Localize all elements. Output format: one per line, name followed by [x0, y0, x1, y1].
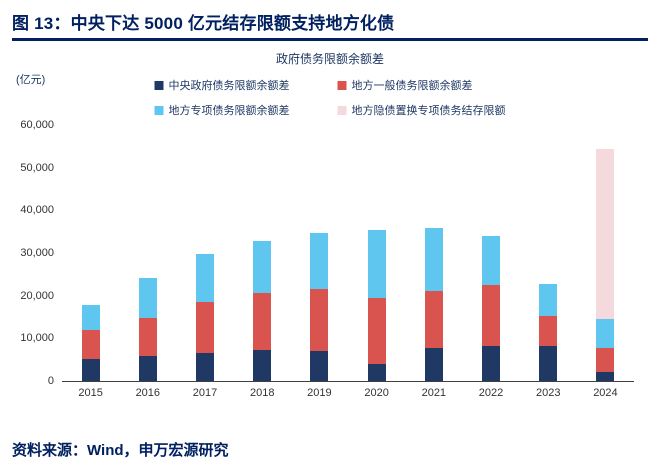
legend-label: 地方隐债置换专项债务结存限额: [351, 105, 506, 117]
bar-stack: [367, 125, 386, 381]
bar-segment: [424, 347, 443, 381]
x-tick-label: 2023: [535, 387, 561, 399]
legend-item: 地方隐债置换专项债务结存限额: [337, 102, 506, 118]
legend-swatch-icon: [337, 105, 347, 115]
bar-segment: [596, 347, 615, 373]
y-tick-label: 0: [47, 375, 54, 387]
bar-segment: [253, 293, 272, 351]
bar-group-2017: [176, 125, 233, 381]
legend: 中央政府债务限额余额差 地方一般债务限额余额差地方专项债务限额余额差 地方隐债置换专…: [154, 77, 506, 118]
bar-group-2018: [234, 125, 291, 381]
title-underline: [12, 38, 648, 41]
bar-stack: [196, 125, 214, 381]
bar-segment: [424, 227, 443, 291]
legend-label: 地方一般债务限额余额差: [351, 80, 473, 92]
bar-group-2015: [62, 125, 119, 381]
x-tick-label: 2018: [249, 387, 275, 399]
bar-segment: [596, 148, 615, 320]
x-tick-label: 2019: [307, 387, 332, 399]
plot-area: [62, 125, 634, 382]
bar-segment: [196, 353, 214, 381]
bar-segment: [253, 241, 272, 294]
x-tick-label: 2016: [135, 387, 161, 399]
legend-label: 中央政府债务限额余额差: [168, 80, 290, 92]
figure-title: 图 13：中央下达 5000 亿元结存限额支持地方化债: [12, 14, 395, 33]
legend-zone: (亿元) 中央政府债务限额余额差 地方一般债务限额余额差地方专项债务限额余额差 地方…: [0, 69, 660, 119]
legend-item: 地方一般债务限额余额差: [337, 77, 506, 93]
bar-segment: [138, 277, 157, 319]
y-tick-label: 20,000: [20, 289, 54, 302]
bar-segment: [482, 284, 501, 347]
bar-stack: [310, 125, 329, 381]
legend-swatch-icon: [154, 105, 164, 115]
bar-segment: [539, 284, 558, 316]
y-axis-unit-label: (亿元): [16, 74, 46, 86]
bar-segment: [482, 346, 501, 381]
legend-swatch-icon: [154, 80, 164, 90]
y-tick-label: 10,000: [20, 332, 54, 345]
x-tick-label: 2022: [478, 387, 504, 399]
bar-group-2021: [405, 125, 462, 381]
figure-header: 图 13：中央下达 5000 亿元结存限额支持地方化债: [0, 0, 660, 41]
legend-label: 地方专项债务限额余额差: [168, 105, 290, 117]
bar-segment: [367, 297, 386, 364]
x-tick-label: 2017: [192, 387, 218, 399]
y-tick-label: 60,000: [20, 119, 54, 131]
y-tick-label: 40,000: [20, 204, 54, 217]
bar-segment: [310, 232, 329, 289]
bar-segment: [367, 229, 386, 298]
bar-segment: [138, 318, 157, 357]
bar-stack: [138, 125, 157, 381]
x-tick-label: 2015: [78, 387, 103, 399]
source-note: 资料来源：Wind，申万宏源研究: [12, 442, 229, 459]
x-tick-label: 2021: [421, 387, 447, 399]
bar-segment: [81, 305, 100, 331]
bar-stack: [424, 125, 443, 381]
bar-segment: [138, 356, 157, 381]
bar-segment: [310, 351, 329, 381]
bar-stack: [539, 125, 558, 381]
y-tick-label: 30,000: [20, 247, 54, 259]
x-tick-label: 2024: [593, 387, 618, 399]
bar-segment: [196, 254, 214, 302]
bar-group-2016: [119, 125, 176, 381]
chart-title: 政府债务限额余额差: [275, 52, 384, 66]
bar-stack: [81, 125, 100, 381]
bar-group-2022: [462, 125, 519, 381]
bar-segment: [253, 350, 272, 381]
bar-segment: [196, 301, 214, 354]
bar-segment: [596, 319, 615, 348]
bar-group-2024: [577, 125, 634, 381]
bar-segment: [310, 288, 329, 352]
bar-stack: [596, 125, 615, 381]
bar-segment: [81, 358, 100, 381]
bar-segment: [539, 346, 558, 381]
y-tick-label: 50,000: [20, 161, 54, 174]
legend-item: 地方专项债务限额余额差: [154, 102, 290, 118]
bar-segment: [424, 291, 443, 348]
bar-group-2020: [348, 125, 405, 381]
x-axis-labels: 2015 2016 2017 2018 2019 2020 2021 2022 2023 2024: [62, 387, 634, 399]
bar-stack: [482, 125, 501, 381]
legend-item: 中央政府债务限额余额差: [154, 77, 290, 93]
bar-segment: [81, 330, 100, 359]
bar-stack: [253, 125, 272, 381]
bar-group-2023: [520, 125, 577, 381]
chart-area: 0 10,000 20,000 30,000 40,000 50,000 60,000 20…: [0, 119, 660, 417]
y-axis-labels: 0 10,000 20,000 30,000 40,000 50,000 60,000: [0, 119, 54, 387]
bar-segment: [596, 372, 615, 381]
bar-segment: [367, 363, 386, 381]
legend-swatch-icon: [337, 80, 347, 90]
bar-segment: [539, 315, 558, 347]
bar-segment: [482, 235, 501, 285]
x-tick-label: 2020: [364, 387, 389, 399]
bar-group-2019: [291, 125, 348, 381]
